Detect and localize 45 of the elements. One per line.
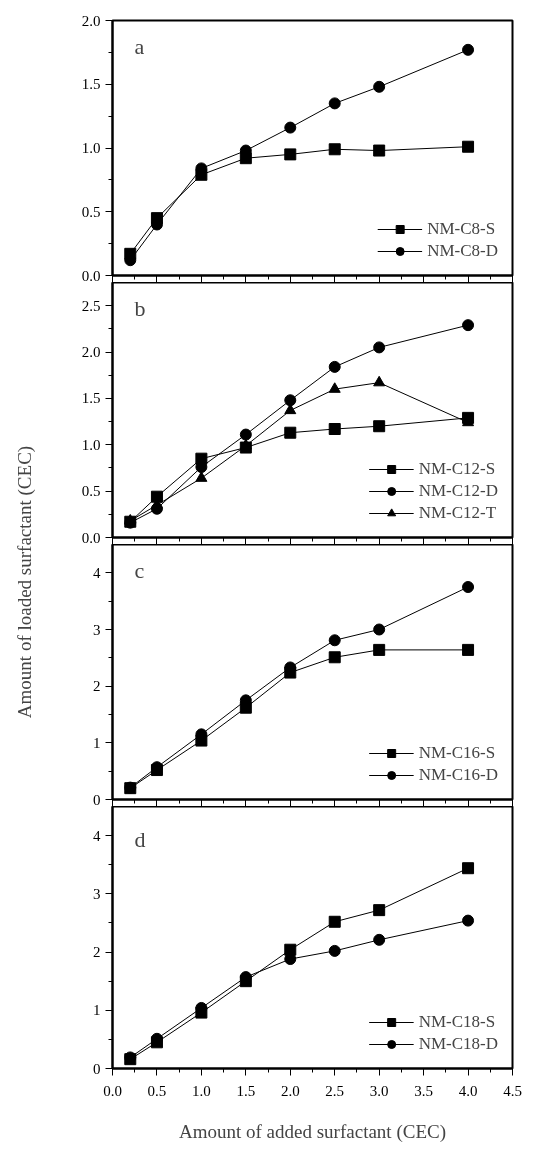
y-axis-title: Amount of loaded surfactant (CEC) <box>14 445 36 719</box>
legend-label: NM-C12-D <box>418 481 498 501</box>
y-tick-label: 1 <box>93 734 101 751</box>
y-tick-label: 4 <box>93 827 101 844</box>
annotation: a <box>134 33 145 59</box>
legend-label: NM-C12-T <box>418 503 497 523</box>
legend-label: NM-C12-S <box>418 459 496 479</box>
annotation: b <box>134 295 146 321</box>
y-tick-label: 1.5 <box>81 76 101 93</box>
legend-label: NM-C8-S <box>427 219 496 239</box>
legend-label: NM-C8-D <box>427 241 498 261</box>
y-tick-label: 0 <box>93 791 101 808</box>
y-tick-label: 0.0 <box>81 529 101 546</box>
legend-label: NM-C16-D <box>418 765 498 785</box>
y-tick-label: 0.5 <box>81 483 101 500</box>
y-tick-label: 2.5 <box>81 297 101 314</box>
x-tick-label: 3.5 <box>414 1082 433 1099</box>
x-tick-label: 0.5 <box>147 1082 167 1099</box>
x-tick-label: 2.0 <box>280 1082 300 1099</box>
y-tick-label: 1 <box>93 1002 101 1019</box>
y-tick-label: 2.0 <box>81 12 101 29</box>
legend-label: NM-C18-S <box>418 1012 496 1032</box>
legend-label: NM-C16-S <box>418 743 496 763</box>
y-tick-label: 0.5 <box>81 203 101 220</box>
y-tick-label: 3 <box>93 885 101 902</box>
x-axis-title: Amount of added surfactant (CEC) <box>179 1120 446 1143</box>
y-tick-label: 2 <box>93 944 101 961</box>
y-tick-label: 0 <box>93 1060 101 1077</box>
y-tick-label: 2.0 <box>81 344 101 361</box>
annotation: c <box>134 557 145 583</box>
x-tick-label: 3.0 <box>369 1082 389 1099</box>
y-tick-label: 1.0 <box>81 140 101 156</box>
y-tick-label: 3 <box>93 621 101 638</box>
x-tick-label: 2.5 <box>325 1082 345 1099</box>
legend-label: NM-C18-D <box>418 1034 498 1054</box>
y-tick-label: 1.0 <box>81 436 101 453</box>
x-tick-label: 4.0 <box>458 1082 478 1099</box>
y-tick-label: 2 <box>93 678 101 695</box>
y-tick-label: 4 <box>93 564 101 581</box>
annotation: d <box>134 826 146 852</box>
x-tick-label: 4.5 <box>503 1082 522 1099</box>
y-tick-label: 0.0 <box>81 267 101 284</box>
y-tick-label: 1.5 <box>81 390 101 407</box>
x-tick-label: 1.5 <box>236 1082 256 1099</box>
x-tick-label: 1.0 <box>192 1082 211 1099</box>
